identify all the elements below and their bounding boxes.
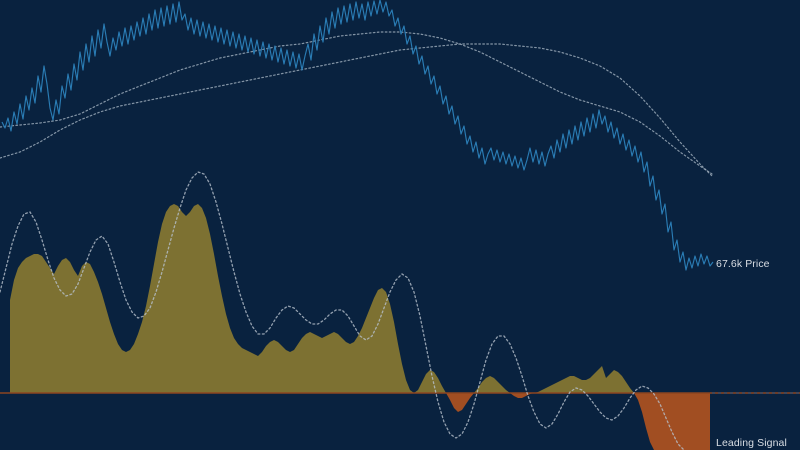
- ma-slow: [0, 43, 713, 177]
- price-series-label: 67.6k Price: [716, 258, 770, 270]
- price-series-path: [1, 0, 714, 271]
- histogram-positive-area: [10, 204, 710, 393]
- oscillator-histogram: [10, 204, 710, 450]
- ma-fast: [0, 31, 713, 175]
- signal-series-label: Leading Signal: [716, 437, 787, 449]
- price-line: [1, 0, 714, 271]
- moving-average-lines: [0, 31, 713, 177]
- leading-signal-path: [0, 171, 685, 450]
- histogram-negative-area: [10, 393, 710, 450]
- leading-signal-line: [0, 171, 685, 450]
